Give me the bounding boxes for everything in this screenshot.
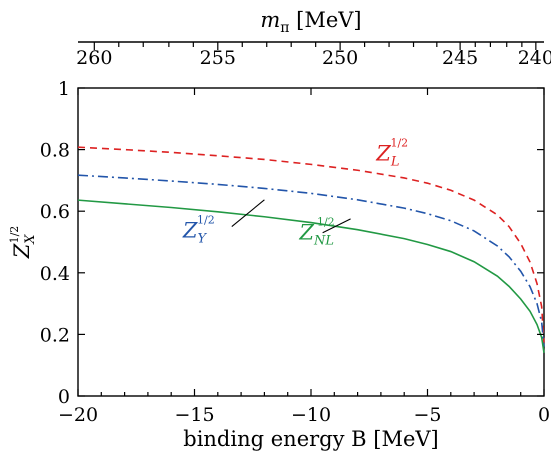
y-axis-title: ZX1/2	[8, 226, 38, 260]
leader-line-nl	[322, 218, 351, 234]
series-label-y: ZY 1/2	[182, 213, 215, 246]
x-tick-label: −15	[174, 404, 214, 426]
y-axis-title-main: Z	[10, 243, 34, 259]
series-label-sub: Y	[197, 231, 207, 246]
top-tick-label: 255	[200, 47, 236, 69]
y-tick-label: 0.8	[40, 140, 70, 162]
y-tick-label: 0.2	[40, 324, 70, 346]
y-tick-label: 0.4	[40, 263, 70, 285]
series-line-y	[77, 174, 545, 347]
x-tick-label: 0	[538, 404, 550, 426]
series-label-main: Z	[298, 221, 314, 245]
y-tick-label: 1	[58, 78, 70, 100]
series-label-l: ZL 1/2	[375, 136, 408, 169]
top-tick-label: 250	[322, 47, 358, 69]
x-tick-label: −5	[413, 404, 441, 426]
series-label-main: Z	[182, 218, 198, 242]
series-label-sub: L	[390, 154, 400, 169]
axes-group: −20 −15 −10 −5 0 0 0.2 0.4 0.6 0.8 1 260 255 250 245 24…	[8, 8, 551, 451]
top-axis-title-var: m	[260, 8, 280, 32]
top-tick-label: 260	[76, 47, 112, 69]
top-tick-label: 245	[442, 47, 478, 69]
series-group	[77, 146, 545, 353]
series-line-nl	[77, 199, 545, 353]
y-tick-label: 0.6	[40, 201, 70, 223]
x-axis-title-var: B	[351, 427, 373, 451]
y-axis-title-sub: X	[23, 234, 38, 245]
top-axis-title-sub: π	[280, 20, 289, 36]
series-line-l	[77, 146, 545, 344]
series-label-sub: NL	[313, 234, 334, 249]
series-label-sup: 1/2	[197, 213, 215, 226]
x-axis-title-prefix: binding energy	[183, 427, 351, 451]
x-axis-title-unit: [MeV]	[373, 427, 438, 451]
top-axis-title-unit: [MeV]	[289, 8, 361, 32]
series-label-main: Z	[375, 141, 391, 165]
x-tick-label: −20	[58, 404, 98, 426]
series-label-nl: ZNL 1/2	[298, 216, 334, 249]
series-label-sup: 1/2	[317, 216, 335, 229]
y-axis-title-sup: 1/2	[8, 226, 21, 244]
leader-line-y	[231, 199, 265, 228]
x-tick-label: −10	[291, 404, 331, 426]
x-axis-title: binding energy B [MeV]	[183, 427, 438, 451]
top-axis-title: mπ [MeV]	[260, 8, 361, 36]
top-tick-label: 240	[518, 47, 551, 69]
series-label-sup: 1/2	[390, 136, 408, 149]
y-tick-label: 0	[58, 386, 70, 408]
